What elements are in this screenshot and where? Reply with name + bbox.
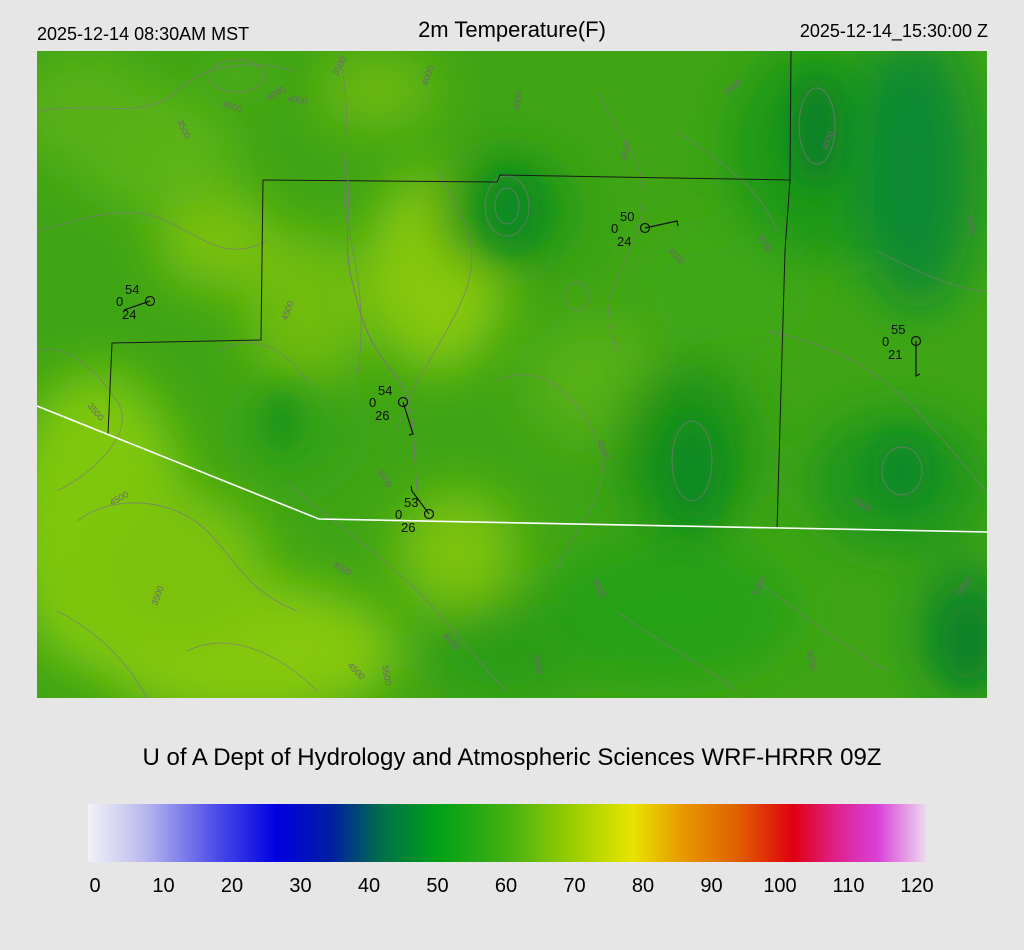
utc-time-label: 2025-12-14_15:30:00 Z bbox=[799, 21, 988, 41]
colorbar-tick-label: 90 bbox=[700, 875, 723, 897]
colorbar-tick-label: 50 bbox=[426, 875, 449, 897]
station-temperature: 55 bbox=[891, 322, 905, 337]
model-credit: U of A Dept of Hydrology and Atmospheric… bbox=[142, 744, 882, 771]
station-temperature: 53 bbox=[404, 495, 418, 510]
colorbar-tick-label: 70 bbox=[563, 875, 586, 897]
colorbar-tick-label: 10 bbox=[152, 875, 175, 897]
station-circle bbox=[144, 295, 156, 307]
colorbar-tick-label: 110 bbox=[832, 875, 865, 897]
contour-label: 4000 bbox=[511, 90, 524, 111]
temperature-field bbox=[37, 51, 987, 698]
wind-barb bbox=[402, 401, 414, 436]
wind-barb bbox=[915, 341, 921, 377]
station-cloud-cover: 0 bbox=[369, 395, 376, 410]
state-border bbox=[37, 405, 987, 533]
station-cloud-cover: 0 bbox=[611, 221, 618, 236]
county-boundaries bbox=[107, 51, 792, 530]
colorbar-tick-label: 0 bbox=[89, 875, 101, 897]
contour-label: 5500 bbox=[380, 665, 393, 686]
station-dewpoint: 21 bbox=[888, 347, 902, 362]
colorbar-tick-label: 20 bbox=[220, 875, 244, 897]
river-line bbox=[346, 170, 418, 492]
elevation-contours bbox=[37, 51, 987, 698]
temperature-minima bbox=[197, 51, 987, 681]
local-time-label: 2025-12-14 08:30AM MST bbox=[37, 24, 250, 44]
colorbar-tick-label: 100 bbox=[763, 875, 797, 897]
colorbar-tick-label: 80 bbox=[631, 875, 655, 897]
contour-label: 4000 bbox=[965, 215, 978, 236]
temperature-colorbar bbox=[88, 804, 926, 862]
contour-label: 5000 bbox=[805, 650, 818, 671]
station-cloud-cover: 0 bbox=[882, 334, 889, 349]
station-circle bbox=[397, 396, 409, 408]
station-cloud-cover: 0 bbox=[116, 294, 123, 309]
colorbar-ticks: 0 10 20 30 40 50 60 70 80 90 100 110 120 bbox=[0, 875, 1024, 905]
station-circle bbox=[639, 222, 651, 234]
wind-barb bbox=[410, 485, 430, 515]
map-title: 2m Temperature(F) bbox=[418, 17, 606, 42]
contour-label: 4000 bbox=[287, 93, 308, 106]
station-dewpoint: 24 bbox=[122, 307, 136, 322]
wind-barb bbox=[644, 220, 679, 229]
station-cloud-cover: 0 bbox=[395, 507, 402, 522]
station-temperature: 50 bbox=[620, 209, 634, 224]
colorbar-tick-label: 40 bbox=[357, 875, 381, 897]
station-temperature: 54 bbox=[378, 383, 392, 398]
colorbar-tick-label: 60 bbox=[494, 875, 518, 897]
colorbar-tick-label: 120 bbox=[900, 875, 934, 897]
station-temperature: 54 bbox=[125, 282, 139, 297]
temperature-map: 3500 4000 4000 3500 4000 4000 3500 3500 4000 4000… bbox=[37, 51, 987, 698]
station-dewpoint: 26 bbox=[375, 408, 389, 423]
station-dewpoint: 26 bbox=[401, 520, 415, 535]
station-circle bbox=[910, 335, 922, 347]
station-circle bbox=[423, 508, 435, 520]
contour-label: 3500 bbox=[619, 140, 632, 161]
station-dewpoint: 24 bbox=[617, 234, 631, 249]
colorbar-tick-label: 30 bbox=[289, 875, 312, 897]
